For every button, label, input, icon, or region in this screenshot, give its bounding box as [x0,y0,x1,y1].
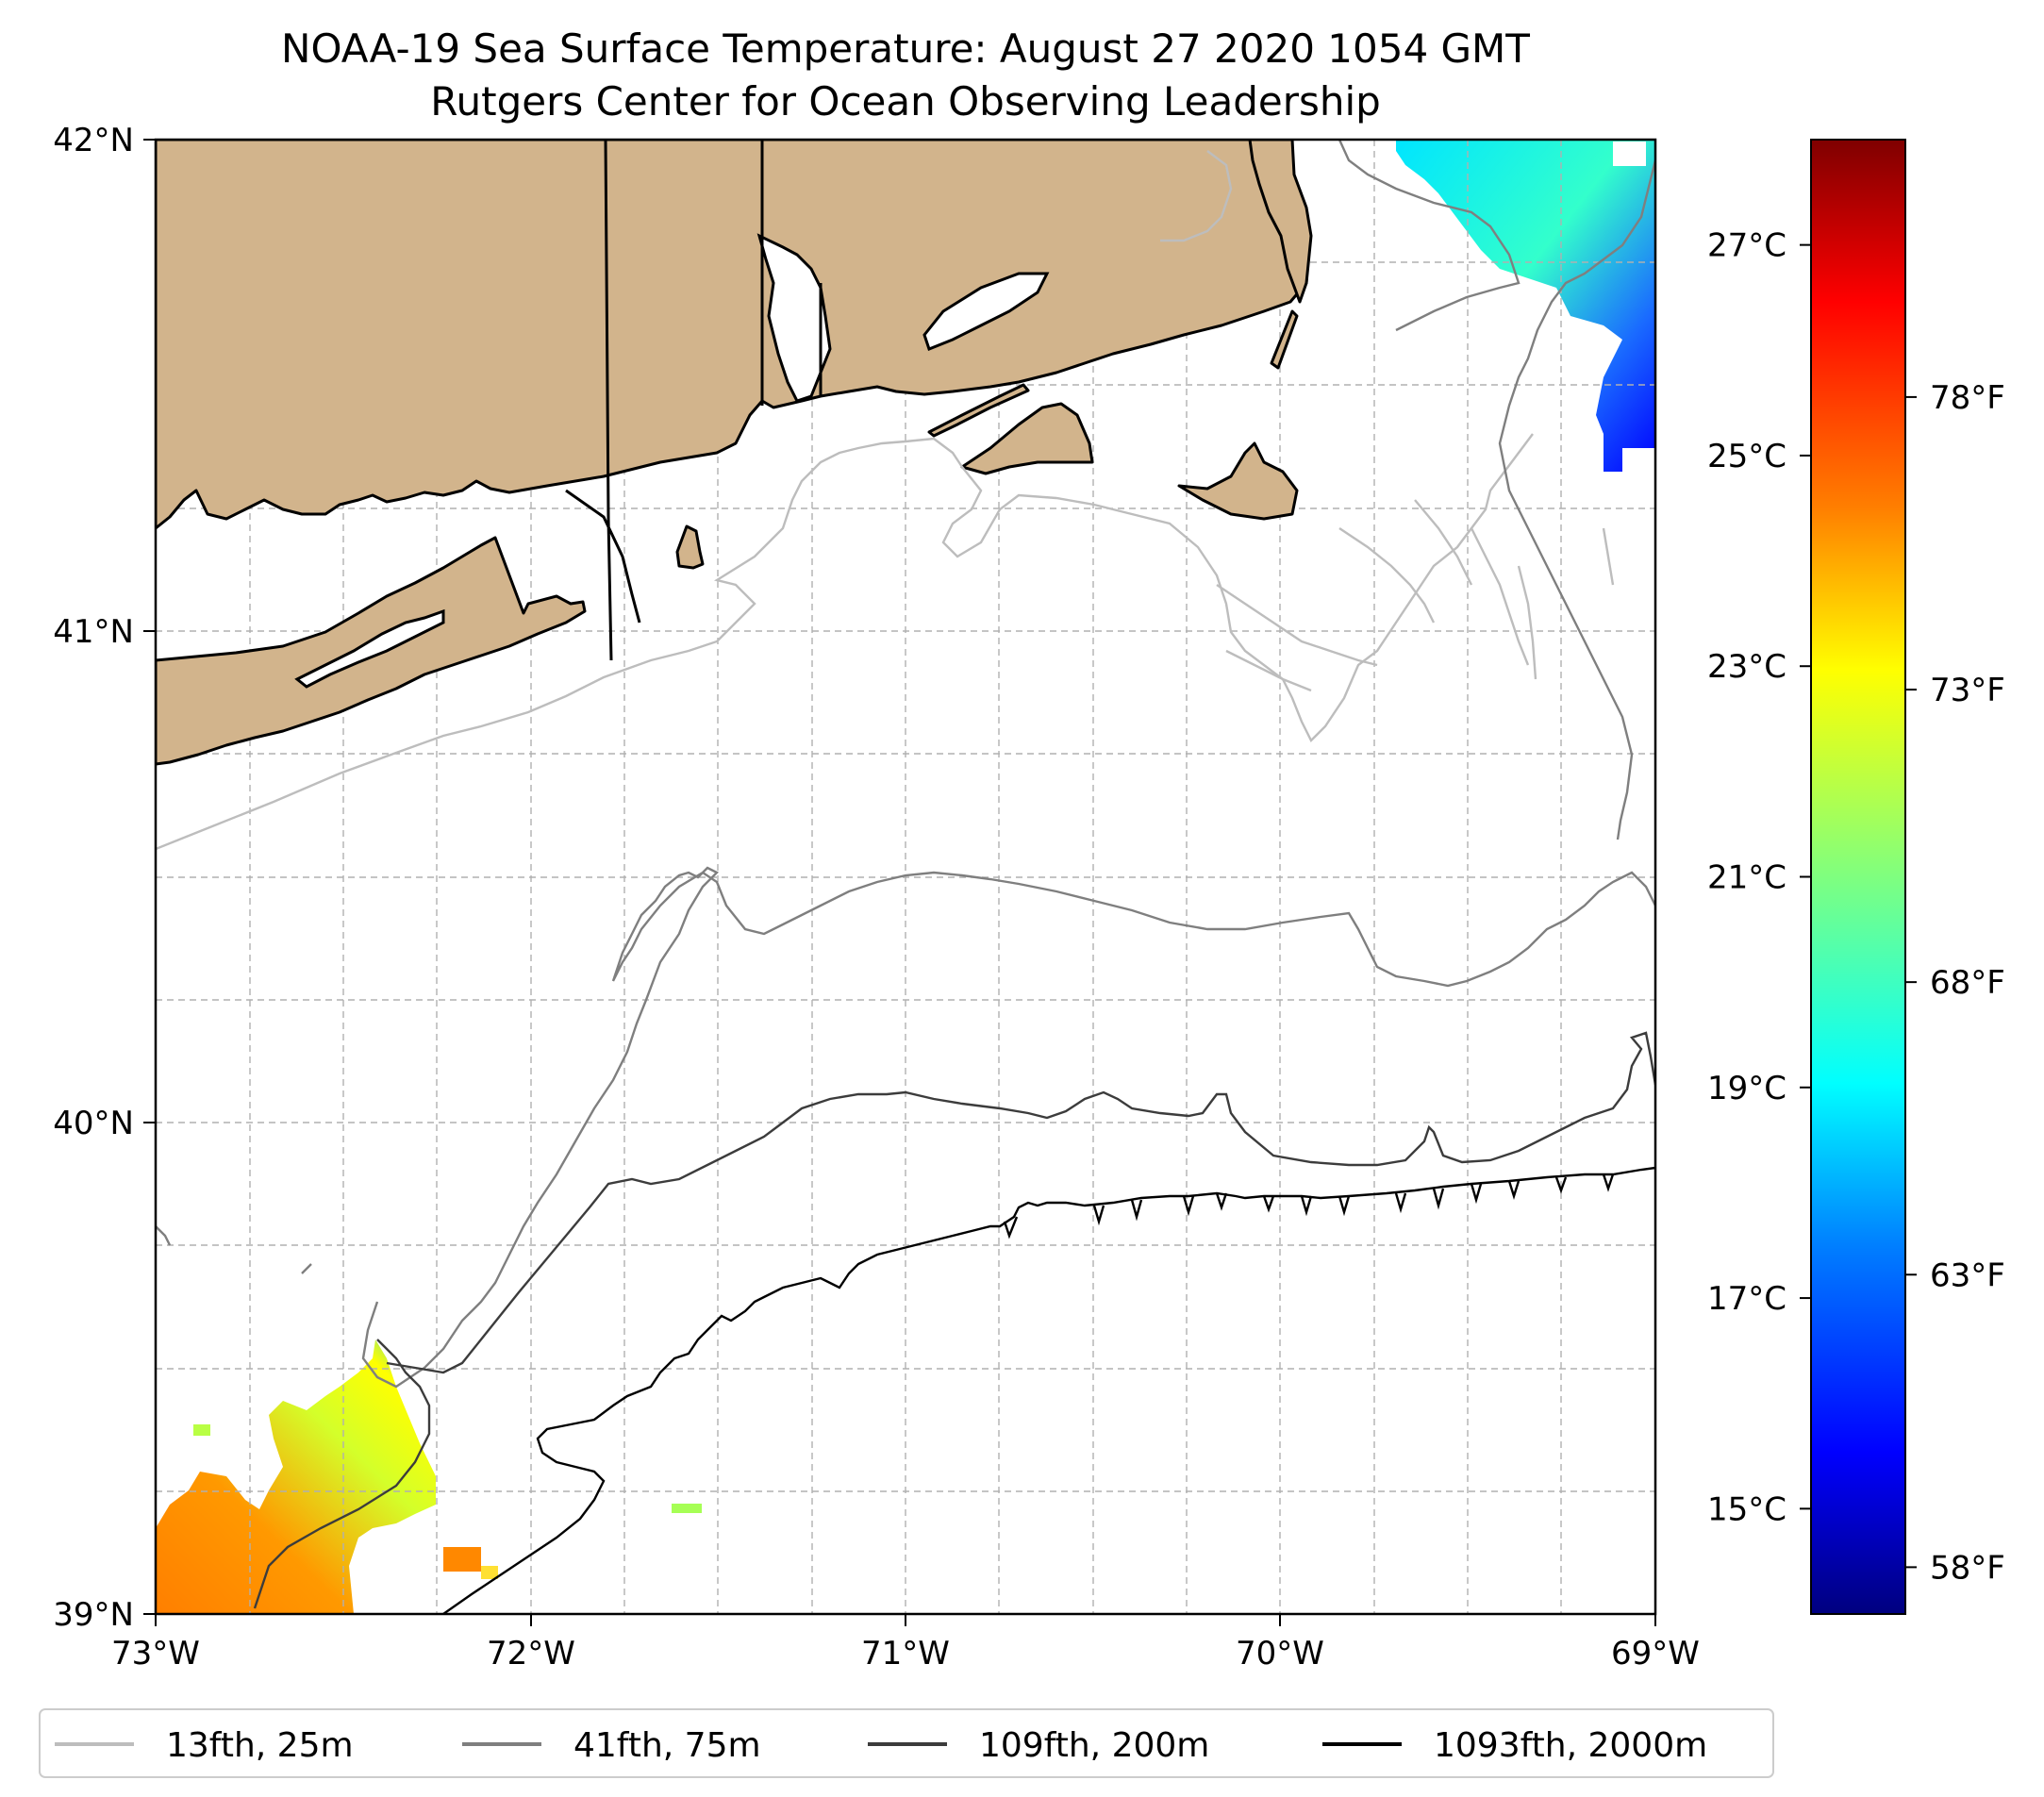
sst-cloud-gap [1613,141,1646,166]
celsius-tick-label: 27°C [1707,227,1786,265]
fahrenheit-tick-label: 73°F [1930,672,2005,709]
land-new-england [156,140,1311,530]
fahrenheit-tick-label: 63°F [1930,1256,2005,1294]
sst-fleck-4 [193,1424,210,1436]
sst-patch-northeast [1396,140,1655,472]
isobath-200m [253,1031,1655,1609]
y-axis: 39°N 40°N 41°N 42°N [53,122,156,1634]
x-tick-label-3: 70°W [1236,1635,1324,1672]
x-tick-label-0: 73°W [111,1635,200,1672]
x-tick-label-4: 69°W [1611,1635,1700,1672]
x-axis: 73°W 72°W 71°W 70°W 69°W [111,1614,1700,1672]
sst-fleck-3 [672,1504,702,1513]
celsius-tick-label: 17°C [1707,1280,1786,1318]
land-marthas-vineyard [960,402,1094,475]
y-tick-label-3: 42°N [53,122,134,159]
sst-fleck-1 [443,1547,481,1572]
colorbar: 15°C 17°C 19°C 21°C 23°C 25°C 27°C 58°F 63°F 68°… [1707,139,2005,1615]
bay-peconic [294,608,445,689]
colorbar-celsius-ticks: 15°C 17°C 19°C 21°C 23°C 25°C 27°C [1707,227,1811,1528]
x-tick-label-2: 71°W [861,1635,950,1672]
legend-label-2000m: 1093fth, 2000m [1434,1726,1707,1765]
y-tick-label-1: 40°N [53,1105,134,1142]
map-area [156,140,1655,1614]
colorbar-fahrenheit-ticks: 58°F 63°F 68°F 73°F 78°F [1905,379,2005,1587]
land-masses [156,140,1313,766]
land-cape-cod-arm [1248,140,1313,304]
land-elizabeth-islands [927,383,1030,438]
y-tick-label-0: 39°N [53,1596,134,1634]
land-nantucket [1177,441,1299,521]
sst-fleck-2 [481,1566,498,1579]
isobaths [156,140,1655,1614]
sst-patch-southwest [156,1339,436,1614]
land-block-island [675,524,705,570]
isobath-2000m-detail [1003,1173,1615,1240]
chart-title: NOAA-19 Sea Surface Temperature: August … [281,25,1530,72]
state-borders [565,140,823,661]
land-monomoy [1270,309,1299,370]
celsius-tick-label: 21°C [1707,859,1786,897]
legend: 13fth, 25m 41fth, 75m 109fth, 200m 1093f… [39,1708,1774,1778]
bay-buzzards [922,272,1050,351]
celsius-tick-label: 19°C [1707,1070,1786,1107]
isobath-25m-shoals [1160,150,1615,692]
colorbar-gradient [1810,139,1906,1615]
legend-label-75m: 41fth, 75m [573,1726,761,1765]
y-tick-label-2: 41°N [53,613,134,651]
isobath-25m [156,433,1534,851]
legend-label-25m: 13fth, 25m [166,1726,354,1765]
fahrenheit-tick-label: 58°F [1930,1549,2005,1587]
bay-narragansett [756,233,832,403]
celsius-tick-label: 23°C [1707,648,1786,686]
fahrenheit-tick-label: 78°F [1930,379,2005,417]
isobath-75m [156,140,1655,1389]
chart-subtitle: Rutgers Center for Ocean Observing Leade… [430,78,1381,125]
fahrenheit-tick-label: 68°F [1930,964,2005,1002]
celsius-tick-label: 25°C [1707,438,1786,475]
x-tick-label-1: 72°W [487,1635,575,1672]
celsius-tick-label: 15°C [1707,1490,1786,1528]
legend-label-200m: 109fth, 200m [979,1726,1209,1765]
